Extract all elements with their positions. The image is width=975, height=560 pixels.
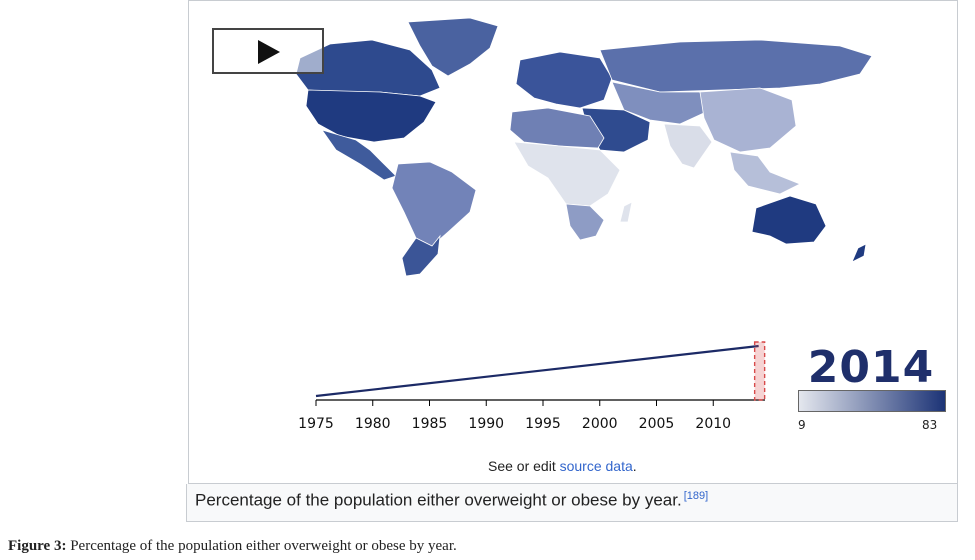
- region-greenland[interactable]: [407, 17, 499, 77]
- region-usa[interactable]: [305, 89, 437, 143]
- region-new-zealand[interactable]: [851, 243, 867, 263]
- legend-max-value: 83: [922, 418, 938, 432]
- caption-reference-link[interactable]: [189]: [683, 490, 709, 502]
- region-india[interactable]: [663, 123, 713, 169]
- figure-caption-text: Percentage of the population either over…: [66, 538, 457, 554]
- region-south-america[interactable]: [391, 161, 477, 247]
- region-southeast-asia[interactable]: [729, 151, 801, 195]
- region-china[interactable]: [699, 87, 797, 153]
- region-australia[interactable]: [751, 195, 827, 245]
- figure-label: Figure 3:: [8, 538, 67, 554]
- world-map[interactable]: [0, 0, 975, 330]
- region-north-africa[interactable]: [509, 107, 605, 149]
- region-argentina[interactable]: [401, 234, 441, 277]
- caption-box: Percentage of the population either over…: [186, 484, 958, 522]
- current-year-label: 2014: [807, 342, 935, 393]
- source-note-prefix: See or edit: [488, 458, 560, 474]
- region-southern-africa[interactable]: [565, 203, 605, 241]
- region-canada[interactable]: [295, 39, 441, 97]
- legend-gradient-bar: [798, 390, 946, 412]
- region-madagascar[interactable]: [619, 201, 633, 223]
- region-central-africa[interactable]: [513, 141, 621, 207]
- source-data-link[interactable]: source data: [559, 458, 633, 474]
- play-icon: [258, 40, 280, 64]
- figure-caption: Figure 3: Percentage of the population e…: [8, 538, 457, 555]
- caption-body: Percentage of the population either over…: [195, 490, 682, 510]
- play-button[interactable]: [212, 28, 324, 74]
- region-russia[interactable]: [599, 39, 873, 93]
- legend-min-value: 9: [798, 418, 806, 432]
- source-note-suffix: .: [632, 458, 637, 474]
- region-europe[interactable]: [515, 51, 613, 109]
- caption-text: Percentage of the population either over…: [195, 490, 708, 511]
- source-note: See or edit source data.: [488, 458, 637, 474]
